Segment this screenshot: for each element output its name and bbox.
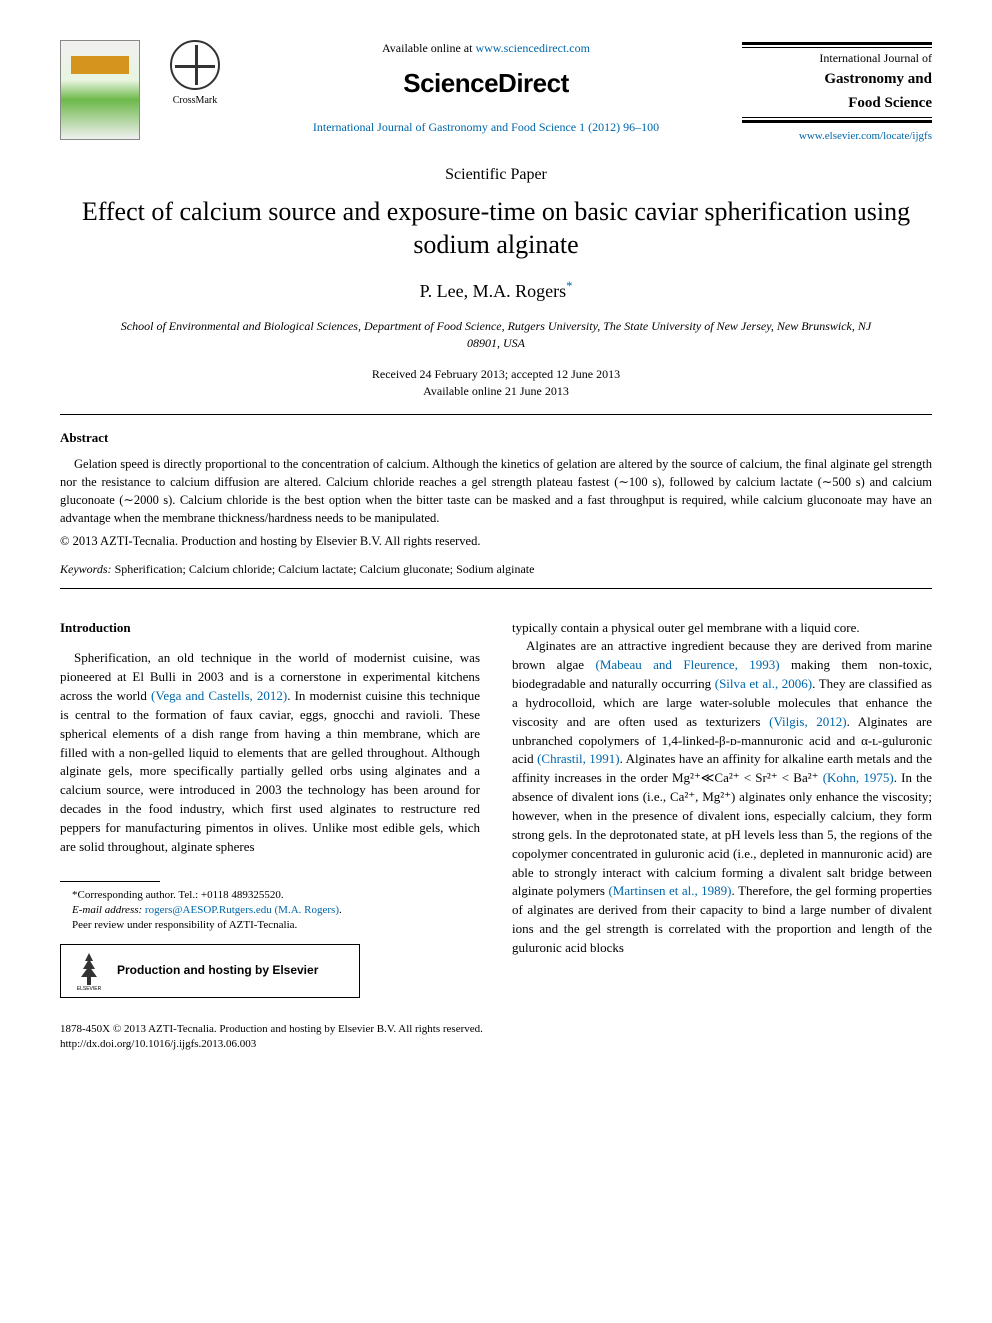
text: . In modernist cuisine this technique is… bbox=[60, 688, 480, 854]
citation-link[interactable]: (Kohn, 1975) bbox=[823, 770, 894, 785]
hosting-box: ELSEVIER Production and hosting by Elsev… bbox=[60, 944, 360, 998]
introduction-heading: Introduction bbox=[60, 619, 480, 638]
corresponding-author: *Corresponding author. Tel.: +0118 48932… bbox=[60, 888, 480, 903]
email-label: E-mail address: bbox=[72, 904, 145, 916]
available-label: Available online at bbox=[382, 41, 475, 55]
journal-name-line2: Gastronomy and bbox=[742, 67, 932, 91]
sciencedirect-url[interactable]: www.sciencedirect.com bbox=[475, 41, 590, 55]
abstract-heading: Abstract bbox=[60, 429, 932, 447]
journal-name-line3: Food Science bbox=[742, 91, 932, 115]
authors: P. Lee, M.A. Rogers* bbox=[60, 278, 932, 304]
citation-link[interactable]: (Chrastil, 1991) bbox=[537, 751, 620, 766]
divider bbox=[742, 117, 932, 118]
available-online-date: Available online 21 June 2013 bbox=[60, 383, 932, 400]
crossmark-icon bbox=[170, 40, 220, 90]
elsevier-text: ELSEVIER bbox=[77, 986, 102, 991]
doi: http://dx.doi.org/10.1016/j.ijgfs.2013.0… bbox=[60, 1037, 932, 1052]
received-accepted: Received 24 February 2013; accepted 12 J… bbox=[60, 366, 932, 383]
section-type: Scientific Paper bbox=[60, 164, 932, 186]
dates: Received 24 February 2013; accepted 12 J… bbox=[60, 366, 932, 400]
bottom-info: 1878-450X © 2013 AZTI-Tecnalia. Producti… bbox=[60, 1022, 932, 1053]
header-row: CrossMark Available online at www.scienc… bbox=[60, 40, 932, 144]
issn-copyright: 1878-450X © 2013 AZTI-Tecnalia. Producti… bbox=[60, 1022, 932, 1037]
elsevier-logo-icon: ELSEVIER bbox=[71, 951, 107, 991]
center-header: Available online at www.sciencedirect.co… bbox=[250, 40, 722, 136]
citation-link[interactable]: (Vilgis, 2012) bbox=[769, 714, 846, 729]
citation-link[interactable]: (Silva et al., 2006) bbox=[715, 676, 812, 691]
left-column: Introduction Spherification, an old tech… bbox=[60, 619, 480, 998]
crossmark-badge[interactable]: CrossMark bbox=[160, 40, 230, 108]
paper-title: Effect of calcium source and exposure-ti… bbox=[60, 195, 932, 263]
email-address[interactable]: rogers@AESOP.Rutgers.edu (M.A. Rogers) bbox=[145, 904, 339, 916]
available-online-text: Available online at www.sciencedirect.co… bbox=[250, 40, 722, 57]
alginates-paragraph: Alginates are an attractive ingredient b… bbox=[512, 637, 932, 957]
citation-link[interactable]: (Vega and Castells, 2012) bbox=[151, 688, 287, 703]
sciencedirect-logo: ScienceDirect bbox=[250, 65, 722, 101]
footnote-separator bbox=[60, 881, 160, 882]
abstract-copyright: © 2013 AZTI-Tecnalia. Production and hos… bbox=[60, 533, 932, 551]
keywords-label: Keywords: bbox=[60, 562, 115, 576]
divider bbox=[60, 414, 932, 415]
right-column: typically contain a physical outer gel m… bbox=[512, 619, 932, 998]
intro-paragraph-1: Spherification, an old technique in the … bbox=[60, 649, 480, 856]
period: . bbox=[339, 904, 342, 916]
intro-continuation: typically contain a physical outer gel m… bbox=[512, 619, 932, 638]
citation-link[interactable]: (Martinsen et al., 1989) bbox=[608, 883, 731, 898]
divider bbox=[742, 42, 932, 45]
journal-homepage-url[interactable]: www.elsevier.com/locate/ijgfs bbox=[742, 129, 932, 144]
email-line: E-mail address: rogers@AESOP.Rutgers.edu… bbox=[60, 903, 480, 918]
footnotes: *Corresponding author. Tel.: +0118 48932… bbox=[60, 888, 480, 934]
divider bbox=[742, 47, 932, 48]
journal-name-line1: International Journal of bbox=[742, 50, 932, 67]
affiliation: School of Environmental and Biological S… bbox=[120, 318, 872, 352]
citation-link[interactable]: (Mabeau and Fleurence, 1993) bbox=[596, 657, 780, 672]
keywords: Keywords: Spherification; Calcium chlori… bbox=[60, 561, 932, 578]
corresponding-asterisk[interactable]: * bbox=[566, 279, 572, 293]
divider bbox=[60, 588, 932, 589]
peer-review: Peer review under responsibility of AZTI… bbox=[60, 918, 480, 933]
text: . In the absence of divalent ions (i.e.,… bbox=[512, 770, 932, 898]
abstract-text: Gelation speed is directly proportional … bbox=[60, 455, 932, 528]
crossmark-label: CrossMark bbox=[173, 94, 217, 108]
hosting-text: Production and hosting by Elsevier bbox=[117, 962, 318, 979]
journal-name-block: International Journal of Gastronomy and … bbox=[742, 40, 932, 144]
keywords-list: Spherification; Calcium chloride; Calciu… bbox=[115, 562, 535, 576]
body-columns: Introduction Spherification, an old tech… bbox=[60, 619, 932, 998]
author-names: P. Lee, M.A. Rogers bbox=[420, 281, 567, 301]
journal-citation[interactable]: International Journal of Gastronomy and … bbox=[250, 119, 722, 136]
divider bbox=[742, 120, 932, 123]
journal-cover-image bbox=[60, 40, 140, 140]
